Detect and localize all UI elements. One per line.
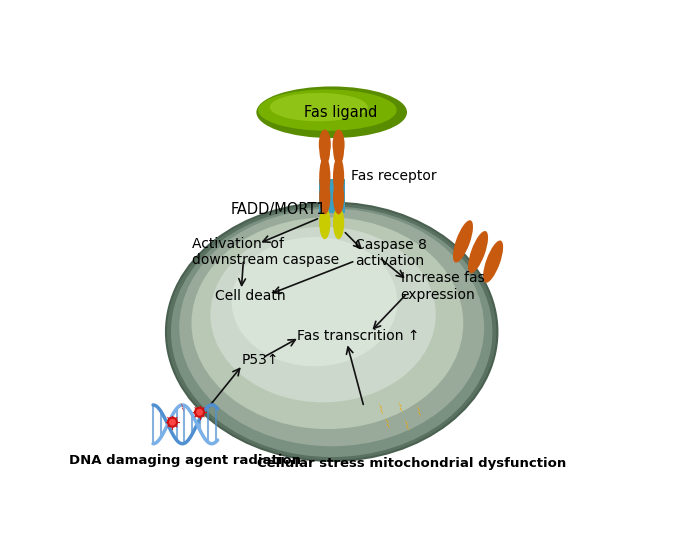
- Ellipse shape: [179, 209, 484, 446]
- Ellipse shape: [319, 130, 331, 160]
- Ellipse shape: [333, 180, 344, 214]
- Ellipse shape: [453, 220, 473, 263]
- Ellipse shape: [270, 93, 368, 121]
- Ellipse shape: [320, 143, 330, 164]
- Text: DNA damaging agent radiation: DNA damaging agent radiation: [69, 454, 301, 467]
- FancyBboxPatch shape: [320, 180, 327, 212]
- Ellipse shape: [333, 156, 344, 197]
- Ellipse shape: [319, 180, 330, 214]
- Polygon shape: [385, 418, 390, 429]
- Ellipse shape: [167, 416, 178, 428]
- Text: P53↑: P53↑: [241, 353, 279, 367]
- FancyBboxPatch shape: [319, 179, 345, 214]
- Ellipse shape: [194, 407, 205, 418]
- Ellipse shape: [166, 203, 497, 461]
- Ellipse shape: [232, 237, 397, 366]
- Ellipse shape: [319, 206, 330, 239]
- Ellipse shape: [483, 240, 503, 283]
- Text: Increase fas
expression: Increase fas expression: [401, 272, 484, 302]
- Ellipse shape: [258, 89, 397, 131]
- Polygon shape: [416, 405, 421, 418]
- Text: Fas receptor: Fas receptor: [351, 169, 437, 183]
- Text: Fas ligand: Fas ligand: [303, 105, 377, 120]
- Ellipse shape: [319, 156, 330, 197]
- Ellipse shape: [210, 227, 436, 402]
- Ellipse shape: [171, 206, 493, 457]
- Ellipse shape: [256, 87, 407, 138]
- Ellipse shape: [334, 143, 344, 164]
- Ellipse shape: [192, 217, 463, 429]
- Ellipse shape: [468, 231, 488, 273]
- Text: Cellular stress mitochondrial dysfunction: Cellular stress mitochondrial dysfunctio…: [257, 457, 566, 470]
- Text: Fas transcrition ↑: Fas transcrition ↑: [297, 329, 420, 343]
- Ellipse shape: [196, 409, 203, 416]
- Text: Cell death: Cell death: [216, 289, 286, 303]
- Polygon shape: [180, 402, 184, 412]
- Text: Activation  of
downstream caspase: Activation of downstream caspase: [192, 237, 339, 267]
- Ellipse shape: [332, 130, 345, 160]
- Text: Caspase 8
activation: Caspase 8 activation: [356, 238, 427, 268]
- Ellipse shape: [169, 419, 176, 425]
- Polygon shape: [405, 419, 410, 431]
- Polygon shape: [379, 403, 384, 415]
- Text: FADD/MORT1: FADD/MORT1: [231, 202, 326, 217]
- Ellipse shape: [333, 206, 344, 239]
- Polygon shape: [398, 401, 403, 413]
